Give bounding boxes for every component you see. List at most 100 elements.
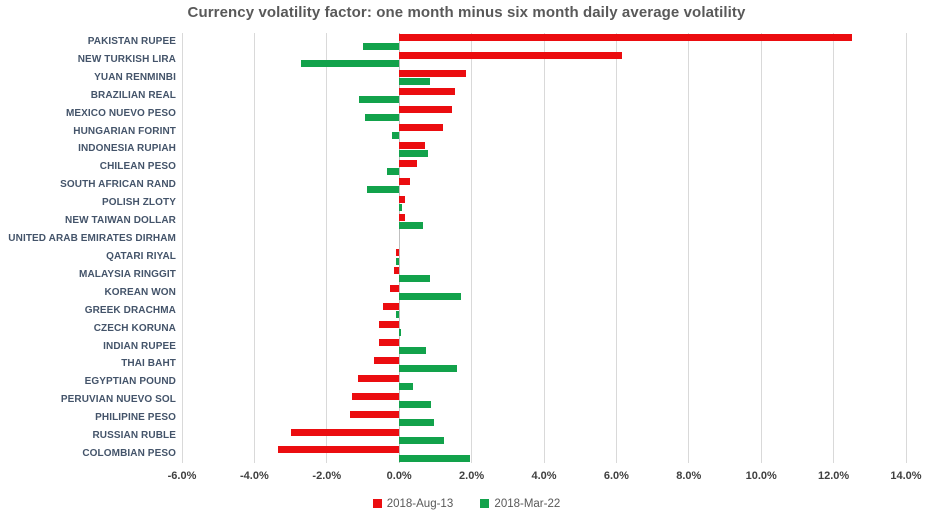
bar-2018-mar-22 [399, 436, 445, 444]
category-label: BRAZILIAN REAL [90, 89, 176, 101]
gridline [471, 33, 473, 463]
category-label: NEW TURKISH LIRA [77, 53, 176, 65]
category-label: RUSSIAN RUBLE [92, 430, 176, 442]
bar-2018-aug-13 [399, 88, 456, 96]
gridline [398, 33, 400, 463]
x-tick-label: 2.0% [459, 470, 485, 482]
legend-swatch-green-icon [480, 499, 490, 508]
category-label: SOUTH AFRICAN RAND [60, 179, 176, 191]
gridline [615, 33, 617, 463]
category-label: QATARI RIYAL [106, 250, 176, 262]
bar-2018-mar-22 [399, 275, 430, 283]
bar-2018-mar-22 [399, 365, 458, 373]
category-label: KOREAN WON [104, 286, 176, 298]
gridline [253, 33, 255, 463]
bar-2018-mar-22 [391, 132, 400, 140]
gridline [833, 33, 835, 463]
legend-swatch-red-icon [372, 499, 382, 508]
bar-2018-aug-13 [399, 52, 622, 60]
bar-2018-mar-22 [399, 78, 430, 86]
category-label: NEW TAIWAN DOLLAR [65, 215, 176, 227]
bar-2018-mar-22 [399, 400, 431, 408]
bar-2018-aug-13 [399, 213, 405, 221]
bar-2018-mar-22 [399, 293, 461, 301]
x-tick-label: 14.0% [890, 470, 922, 482]
category-label: MALAYSIA RINGGIT [79, 268, 176, 280]
gridline [905, 33, 907, 463]
bar-2018-aug-13 [390, 285, 400, 293]
x-tick-label: -4.0% [240, 470, 269, 482]
bar-2018-mar-22 [399, 382, 413, 390]
bar-2018-aug-13 [399, 106, 452, 114]
bar-2018-aug-13 [277, 446, 400, 454]
category-label: PHILIPINE PESO [95, 412, 176, 424]
bar-2018-mar-22 [386, 167, 400, 175]
bar-2018-mar-22 [395, 311, 400, 319]
chart-title: Currency volatility factor: one month mi… [187, 4, 746, 21]
category-label: CZECH KORUNA [93, 322, 176, 334]
gridline [760, 33, 762, 463]
bar-2018-mar-22 [364, 114, 400, 122]
bar-2018-mar-22 [359, 96, 400, 104]
x-tick-label: 10.0% [745, 470, 777, 482]
bar-2018-aug-13 [352, 392, 400, 400]
bar-2018-aug-13 [396, 249, 400, 257]
bar-2018-mar-22 [399, 203, 403, 211]
bar-2018-aug-13 [373, 356, 400, 364]
category-label: UNITED ARAB EMIRATES DIRHAM [8, 233, 176, 245]
bar-2018-aug-13 [399, 34, 852, 42]
bar-2018-aug-13 [399, 70, 467, 78]
bar-2018-aug-13 [350, 410, 400, 418]
bar-2018-mar-22 [399, 454, 470, 462]
bar-2018-aug-13 [393, 267, 400, 275]
gridline [688, 33, 690, 463]
category-label: HUNGARIAN FORINT [73, 125, 176, 137]
category-label: YUAN RENMINBI [94, 71, 176, 83]
legend-item-mar: 2018-Mar-22 [480, 498, 560, 510]
bar-2018-aug-13 [357, 374, 400, 382]
bar-2018-mar-22 [399, 329, 401, 337]
legend-label-aug: 2018-Aug-13 [386, 498, 454, 510]
bar-2018-aug-13 [399, 123, 443, 131]
category-label: GREEK DRACHMA [84, 304, 176, 316]
legend: 2018-Aug-13 2018-Mar-22 [0, 498, 933, 510]
bar-2018-mar-22 [399, 418, 434, 426]
category-label: INDONESIA RUPIAH [78, 143, 176, 155]
gridline [181, 33, 183, 463]
x-tick-label: -6.0% [167, 470, 197, 482]
bar-2018-mar-22 [399, 347, 427, 355]
x-tick-label: -2.0% [312, 470, 342, 482]
bar-2018-aug-13 [379, 338, 400, 346]
category-label: CHILEAN PESO [99, 161, 176, 173]
legend-label-mar: 2018-Mar-22 [494, 498, 561, 510]
bar-2018-aug-13 [399, 141, 425, 149]
bar-2018-aug-13 [382, 303, 400, 311]
gridline [326, 33, 328, 463]
category-label: THAI BAHT [121, 358, 176, 370]
bar-2018-mar-22 [396, 257, 400, 265]
bar-2018-aug-13 [399, 177, 411, 185]
bar-2018-aug-13 [399, 195, 405, 203]
legend-item-aug: 2018-Aug-13 [372, 498, 454, 510]
x-tick-label: 6.0% [603, 470, 629, 482]
category-label: MEXICO NUEVO PESO [65, 107, 176, 119]
gridline [543, 33, 545, 463]
bar-2018-aug-13 [290, 428, 400, 436]
x-tick-label: 0.0% [386, 470, 412, 482]
bar-2018-mar-22 [301, 60, 400, 68]
category-label: COLOMBIAN PESO [82, 448, 176, 460]
bar-2018-aug-13 [379, 321, 400, 329]
x-tick-label: 12.0% [817, 470, 850, 482]
category-label: PAKISTAN RUPEE [87, 35, 176, 47]
category-label: POLISH ZLOTY [102, 197, 176, 209]
bar-2018-mar-22 [366, 185, 400, 193]
category-label: PERUVIAN NUEVO SOL [60, 394, 176, 406]
bar-2018-aug-13 [399, 159, 418, 167]
bar-2018-mar-22 [399, 221, 423, 229]
x-tick-label: 8.0% [676, 470, 702, 482]
category-label: INDIAN RUPEE [103, 340, 176, 352]
category-label: EGYPTIAN POUND [84, 376, 176, 388]
x-tick-label: 4.0% [531, 470, 557, 482]
bar-2018-mar-22 [363, 42, 400, 50]
